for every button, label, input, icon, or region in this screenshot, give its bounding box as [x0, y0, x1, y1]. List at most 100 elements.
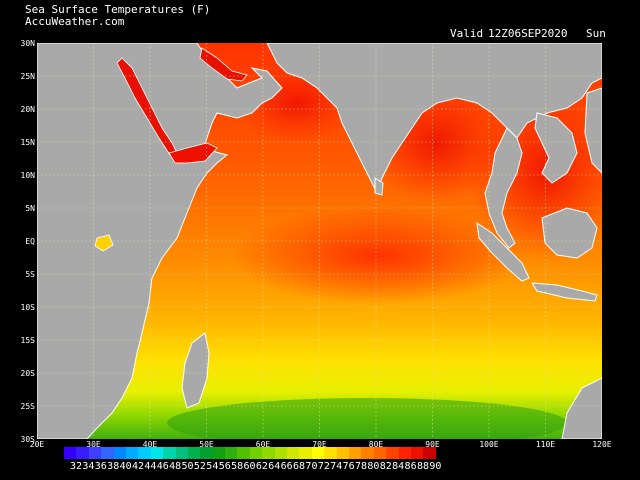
- color-legend-labels: 32 34 36 38 40 42 44 46 48 50 52 54 56 58 60 62 64 66 68 70…: [70, 461, 442, 472]
- legend-value: 50: [181, 461, 194, 472]
- legend-swatch: [324, 447, 337, 459]
- legend-value: 86: [404, 461, 417, 472]
- day-label: Sun: [586, 27, 606, 40]
- legend-swatch: [88, 447, 102, 459]
- lat-label: 5S: [25, 270, 35, 279]
- legend-value: 48: [169, 461, 182, 472]
- legend-value: 78: [354, 461, 368, 472]
- lon-label: 60E: [255, 440, 271, 449]
- legend-swatch: [386, 447, 399, 459]
- lat-label: 30S: [20, 435, 35, 444]
- legend-swatch: [249, 447, 263, 459]
- legend-value: 38: [107, 461, 120, 472]
- lat-label: 25N: [20, 72, 35, 81]
- legend-value: 34: [82, 461, 95, 472]
- marginal-seas: [94, 47, 248, 252]
- legend-swatch: [150, 447, 164, 459]
- legend-swatch: [125, 447, 139, 459]
- legend-swatch: [262, 447, 275, 459]
- lat-label: 25S: [20, 402, 35, 411]
- vietnam: [534, 112, 578, 184]
- cool-south: [167, 398, 567, 439]
- legend-value: 52: [193, 461, 206, 472]
- legend-value: 40: [119, 461, 132, 472]
- legend-value: 54: [206, 461, 219, 472]
- lon-label: 120E: [592, 440, 612, 449]
- legend-swatch: [274, 447, 288, 459]
- legend-value: 62: [255, 461, 268, 472]
- legend-swatch: [163, 447, 176, 459]
- java: [531, 282, 598, 302]
- legend-swatch: [398, 447, 411, 459]
- map-title: Sea Surface Temperatures (F): [25, 3, 211, 16]
- legend-swatch: [101, 447, 114, 459]
- valid-label: Valid: [450, 27, 484, 40]
- legend-swatch: [212, 447, 226, 459]
- sst-map: [37, 43, 602, 439]
- legend-value: 64: [268, 461, 281, 472]
- legend-value: 88: [416, 461, 429, 472]
- legend-value: 66: [280, 461, 293, 472]
- legend-swatch: [225, 447, 238, 459]
- legend-swatch: [187, 447, 201, 459]
- legend-value: 80: [367, 461, 380, 472]
- legend-swatch: [410, 447, 424, 459]
- lat-label: EQ: [25, 237, 35, 246]
- lat-label: 10N: [20, 171, 35, 180]
- lon-label: 20E: [29, 440, 45, 449]
- legend-value: 74: [330, 461, 343, 472]
- legend-value: 58: [231, 461, 244, 472]
- legend-swatch: [311, 447, 325, 459]
- legend-swatch: [200, 447, 213, 459]
- borneo: [541, 207, 598, 259]
- lon-label: 50E: [199, 440, 214, 449]
- asia-land: [266, 43, 602, 195]
- lat-label: 5N: [25, 204, 35, 213]
- legend-swatch: [299, 447, 312, 459]
- legend-value: 56: [218, 461, 231, 472]
- legend-swatch: [348, 447, 362, 459]
- lon-label: 40E: [142, 440, 158, 449]
- legend-swatch: [361, 447, 374, 459]
- legend-swatch: [76, 447, 89, 459]
- legend-swatch: [113, 447, 126, 459]
- lat-label: 15N: [20, 138, 35, 147]
- warm-pool: [147, 183, 567, 323]
- lat-label: 10S: [20, 303, 35, 312]
- legend-value: 42: [131, 461, 144, 472]
- lat-label: 20S: [20, 369, 35, 378]
- legend-swatch: [138, 447, 151, 459]
- lon-label: 80E: [368, 440, 384, 449]
- legend-value: 32: [70, 461, 83, 472]
- legend-swatch: [373, 447, 387, 459]
- sst-map-canvas: [37, 43, 602, 439]
- legend-swatch: [423, 447, 436, 459]
- lat-label: 30N: [20, 39, 35, 48]
- legend-swatch: [287, 447, 300, 459]
- lon-label: 70E: [312, 440, 327, 449]
- legend-swatch: [237, 447, 250, 459]
- legend-swatch: [175, 447, 188, 459]
- lat-label: 15S: [20, 336, 35, 345]
- legend-swatch: [64, 447, 77, 459]
- sri-lanka: [374, 177, 384, 196]
- legend-value: 82: [379, 461, 392, 472]
- persian-gulf: [199, 47, 248, 82]
- legend-swatch: [336, 447, 349, 459]
- legend-value: 70: [305, 461, 318, 472]
- indochina: [484, 127, 523, 249]
- legend-value: 44: [144, 461, 157, 472]
- legend-value: 36: [94, 461, 107, 472]
- color-legend-bar: [64, 447, 436, 459]
- lon-label: 30E: [86, 440, 101, 449]
- lat-label: 20N: [20, 105, 35, 114]
- legend-value: 46: [156, 461, 169, 472]
- legend-value: 72: [317, 461, 330, 472]
- legend-value: 84: [392, 461, 405, 472]
- legend-value: 90: [429, 461, 442, 472]
- lake-victoria: [94, 234, 114, 252]
- lon-label: 110E: [535, 440, 556, 449]
- australia: [561, 377, 602, 439]
- legend-value: 68: [293, 461, 306, 472]
- lon-label: 100E: [479, 440, 499, 449]
